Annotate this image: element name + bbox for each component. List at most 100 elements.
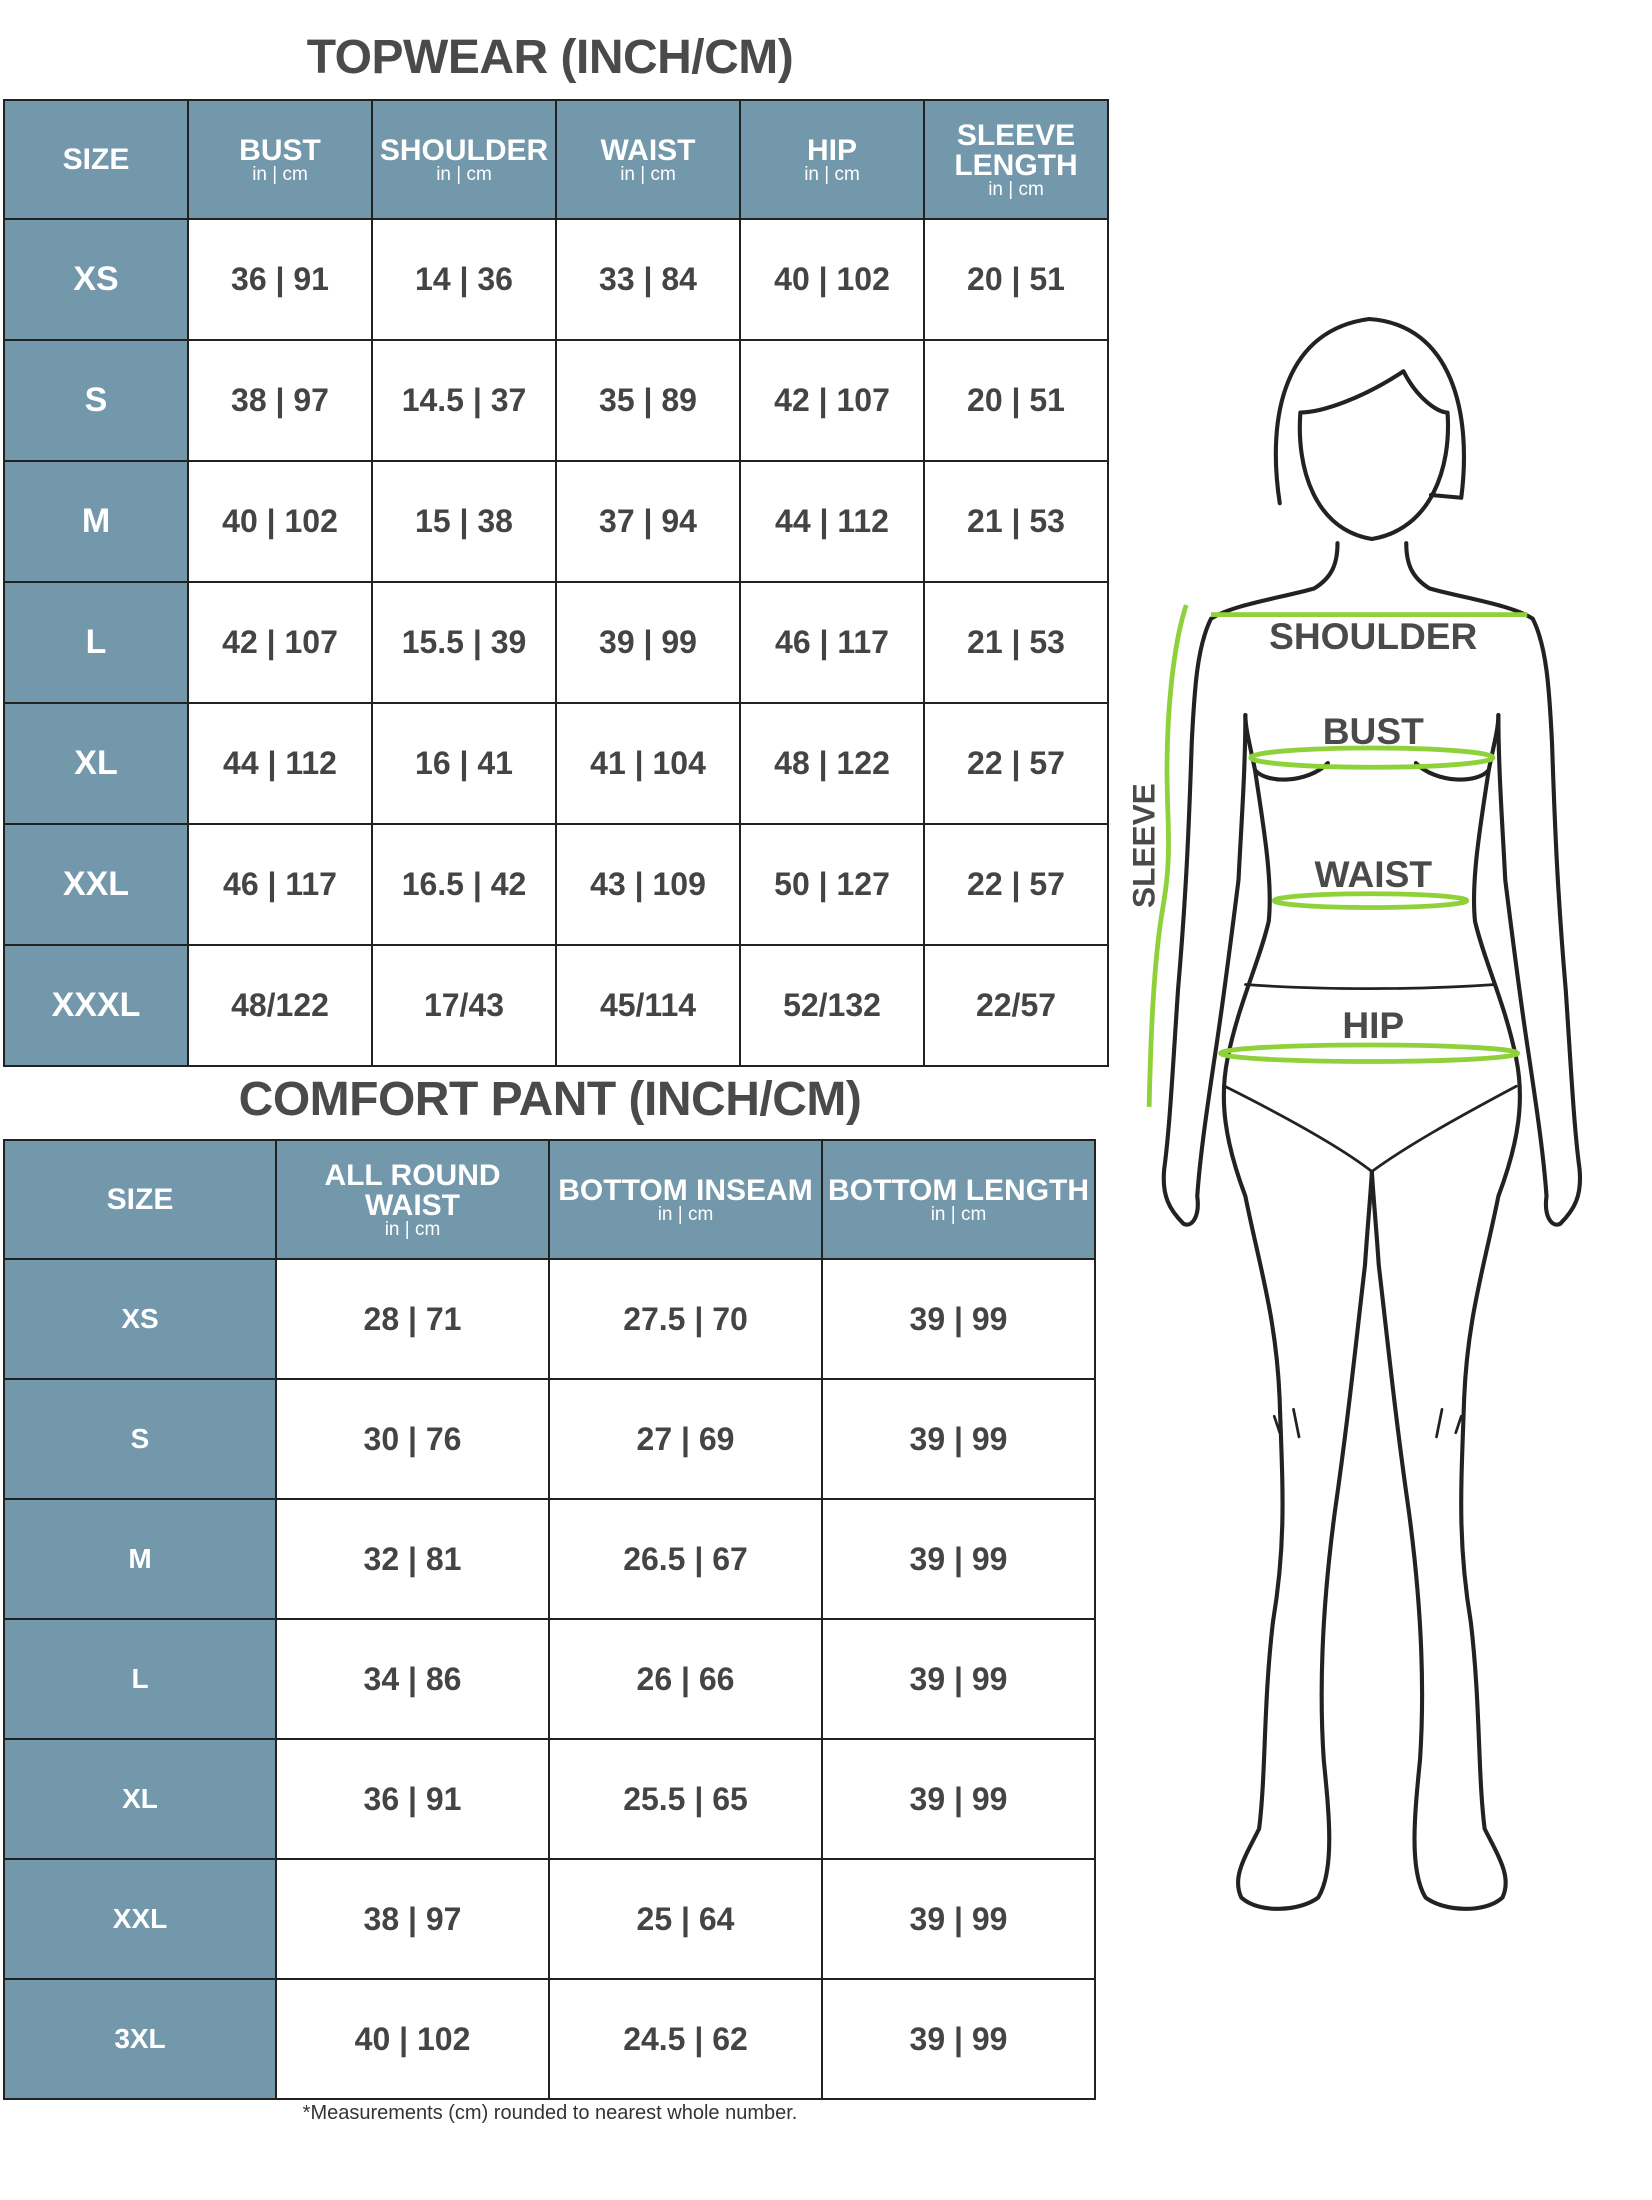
measurement-cell: 42 | 107 (739, 339, 925, 462)
measurement-cell: 39 | 99 (555, 581, 741, 704)
size-cell: XS (3, 1258, 277, 1380)
measurement-cell: 41 | 104 (555, 702, 741, 825)
size-cell: 3XL (3, 1978, 277, 2100)
measurement-cell: 44 | 112 (739, 460, 925, 583)
table-row: S 30 | 76 27 | 69 39 | 99 (3, 1378, 1096, 1500)
measurement-cell: 30 | 76 (275, 1378, 550, 1500)
size-cell: XXL (3, 823, 189, 946)
column-header-label: ALL ROUND WAIST (324, 1158, 501, 1222)
size-cell: L (3, 1618, 277, 1740)
table-row: L 34 | 86 26 | 66 39 | 99 (3, 1618, 1096, 1740)
measurement-cell: 46 | 117 (187, 823, 373, 946)
measurement-cell: 36 | 91 (275, 1738, 550, 1860)
measurement-cell: 35 | 89 (555, 339, 741, 462)
sleeve-measure-line (1146, 604, 1189, 1107)
table-row: XL 36 | 91 25.5 | 65 39 | 99 (3, 1738, 1096, 1860)
measurement-cell: 25 | 64 (548, 1858, 823, 1980)
column-header-label: WAIST (600, 133, 696, 167)
comfort-pant-title: COMFORT PANT (INCH/CM) (238, 1073, 862, 1126)
table-row: 3XL 40 | 102 24.5 | 62 39 | 99 (3, 1978, 1096, 2100)
measurement-cell: 21 | 53 (923, 581, 1109, 704)
size-cell: XXXL (3, 944, 189, 1067)
column-header-label: HIP (806, 133, 857, 167)
column-header: BOTTOM INSEAM in | cm (548, 1139, 823, 1260)
hip-label: HIP (1342, 1004, 1404, 1046)
topwear-title: TOPWEAR (INCH/CM) (306, 31, 794, 84)
measurement-cell: 48 | 122 (739, 702, 925, 825)
size-cell: L (3, 581, 189, 704)
measurement-cell: 39 | 99 (821, 1858, 1096, 1980)
measurement-cell: 36 | 91 (187, 218, 373, 341)
measurement-cell: 42 | 107 (187, 581, 373, 704)
measurement-cell: 21 | 53 (923, 460, 1109, 583)
measurement-cell: 28 | 71 (275, 1258, 550, 1380)
column-header: HIP in | cm (739, 99, 925, 220)
unit-label: in | cm (436, 163, 492, 185)
measurement-cell: 39 | 99 (821, 1498, 1096, 1620)
measurement-cell: 25.5 | 65 (548, 1738, 823, 1860)
measurement-cell: 50 | 127 (739, 823, 925, 946)
column-header-label: BOTTOM LENGTH (827, 1173, 1090, 1207)
measurement-cell: 27.5 | 70 (548, 1258, 823, 1380)
size-cell: M (3, 460, 189, 583)
measurement-cell: 40 | 102 (275, 1978, 550, 2100)
column-header-label: SHOULDER (379, 133, 549, 167)
measurement-cell: 39 | 99 (821, 1378, 1096, 1500)
measurement-cell: 45/114 (555, 944, 741, 1067)
measurement-cell: 39 | 99 (821, 1978, 1096, 2100)
measurement-cell: 37 | 94 (555, 460, 741, 583)
unit-label: in | cm (384, 1218, 441, 1240)
column-header-label: BUST (239, 133, 321, 167)
measurement-cell: 39 | 99 (821, 1258, 1096, 1380)
waist-label: WAIST (1314, 853, 1432, 895)
measurement-cell: 33 | 84 (555, 218, 741, 341)
column-header: SLEEVE LENGTH in | cm (923, 99, 1109, 220)
measurement-cell: 38 | 97 (275, 1858, 550, 1980)
table-row: S 38 | 97 14.5 | 37 35 | 89 42 | 107 20 | 51 (3, 339, 1109, 462)
measurement-cell: 32 | 81 (275, 1498, 550, 1620)
waist-measure-line (1271, 891, 1470, 910)
column-header-label: BOTTOM INSEAM (558, 1173, 813, 1207)
measurement-cell: 16.5 | 42 (371, 823, 557, 946)
measurement-cell: 46 | 117 (739, 581, 925, 704)
column-header-label: SLEEVE LENGTH (954, 118, 1078, 182)
unit-label: in | cm (930, 1203, 987, 1225)
measurement-cell: 16 | 41 (371, 702, 557, 825)
size-cell: M (3, 1498, 277, 1620)
measurement-cell: 26 | 66 (548, 1618, 823, 1740)
shoulder-label: SHOULDER (1269, 615, 1477, 657)
table-row: M 32 | 81 26.5 | 67 39 | 99 (3, 1498, 1096, 1620)
column-header-label: SIZE (106, 1182, 174, 1216)
measurement-cell: 15.5 | 39 (371, 581, 557, 704)
measurement-cell: 43 | 109 (555, 823, 741, 946)
measurement-cell: 39 | 99 (821, 1738, 1096, 1860)
measurement-cell: 17/43 (371, 944, 557, 1067)
measurement-cell: 48/122 (187, 944, 373, 1067)
measurement-cell: 40 | 102 (187, 460, 373, 583)
column-header-label: SIZE (62, 142, 130, 176)
measurement-cell: 40 | 102 (739, 218, 925, 341)
table-row: M 40 | 102 15 | 38 37 | 94 44 | 112 21 | 53 (3, 460, 1109, 583)
measurement-lines (1146, 604, 1528, 1107)
measurement-cell: 39 | 99 (821, 1618, 1096, 1740)
column-header: WAIST in | cm (555, 99, 741, 220)
size-cell: XS (3, 218, 189, 341)
unit-label: in | cm (252, 163, 308, 185)
column-header: SHOULDER in | cm (371, 99, 557, 220)
size-cell: XL (3, 702, 189, 825)
table-row: XXL 38 | 97 25 | 64 39 | 99 (3, 1858, 1096, 1980)
column-header: SIZE (3, 99, 189, 220)
measurement-cell: 20 | 51 (923, 218, 1109, 341)
measurement-cell: 24.5 | 62 (548, 1978, 823, 2100)
measurement-cell: 34 | 86 (275, 1618, 550, 1740)
table-row: XL 44 | 112 16 | 41 41 | 104 48 | 122 22 | 57 (3, 702, 1109, 825)
column-header: ALL ROUND WAIST in | cm (275, 1139, 550, 1260)
measurement-cell: 44 | 112 (187, 702, 373, 825)
measurement-cell: 14.5 | 37 (371, 339, 557, 462)
table-row: XS 36 | 91 14 | 36 33 | 84 40 | 102 20 | 51 (3, 218, 1109, 341)
measurement-cell: 22 | 57 (923, 823, 1109, 946)
measurement-cell: 22/57 (923, 944, 1109, 1067)
bust-measure-line (1248, 745, 1496, 770)
measurement-cell: 20 | 51 (923, 339, 1109, 462)
column-header: BUST in | cm (187, 99, 373, 220)
